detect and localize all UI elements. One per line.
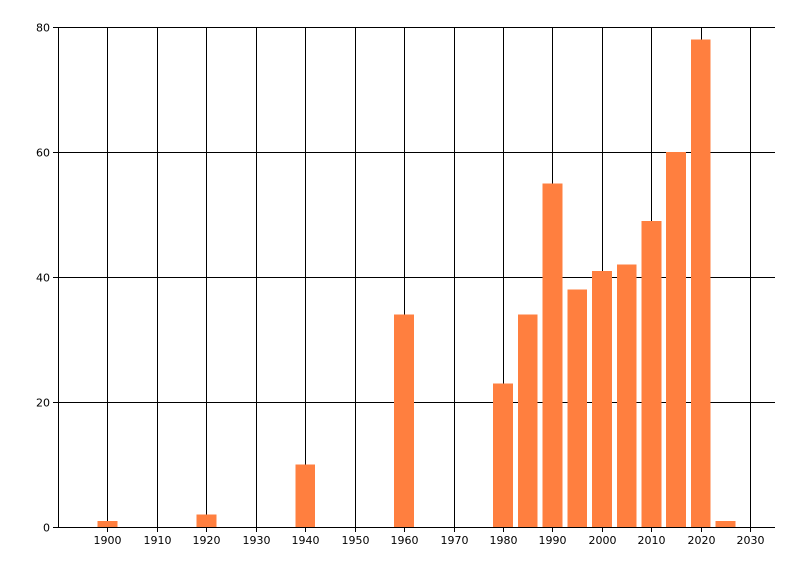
bar-series	[97, 39, 736, 528]
x-tick-label: 1990	[539, 534, 567, 547]
x-tick-label: 2000	[589, 534, 617, 547]
bar	[394, 314, 414, 527]
bar	[295, 464, 316, 527]
y-tick-labels: 0 20 40 60 80	[36, 22, 50, 535]
x-tick-label: 2010	[638, 534, 666, 547]
y-tick-label: 80	[36, 22, 50, 35]
x-tick-label: 2030	[737, 534, 765, 547]
bar	[517, 314, 538, 527]
x-tick-labels: 1900 1910 1920 1930 1940 1950 1960 1970 1980 1990…	[94, 534, 765, 547]
x-tick-label: 1910	[144, 534, 172, 547]
x-tick-label: 2020	[688, 534, 716, 547]
bar	[592, 270, 612, 528]
x-tick-label: 1950	[342, 534, 370, 547]
bar	[97, 520, 118, 528]
bar	[715, 520, 736, 528]
bar	[542, 183, 563, 528]
x-tick-label: 1940	[292, 534, 320, 547]
x-tick-label: 1900	[94, 534, 122, 547]
x-tick-label: 1970	[441, 534, 469, 547]
x-tick-label: 1980	[490, 534, 518, 547]
bar	[641, 220, 662, 528]
x-tick-label: 1960	[391, 534, 419, 547]
x-tick-label: 1920	[193, 534, 221, 547]
bar	[567, 289, 588, 527]
bar	[493, 383, 513, 528]
bar	[666, 152, 686, 527]
bar	[196, 514, 217, 527]
bar	[616, 264, 637, 527]
y-tick-label: 0	[43, 522, 50, 535]
x-tick-label: 1930	[243, 534, 271, 547]
y-tick-label: 60	[36, 147, 50, 160]
bar	[690, 39, 711, 527]
axes	[53, 27, 775, 532]
y-tick-label: 40	[36, 272, 50, 285]
y-tick-label: 20	[36, 397, 50, 410]
